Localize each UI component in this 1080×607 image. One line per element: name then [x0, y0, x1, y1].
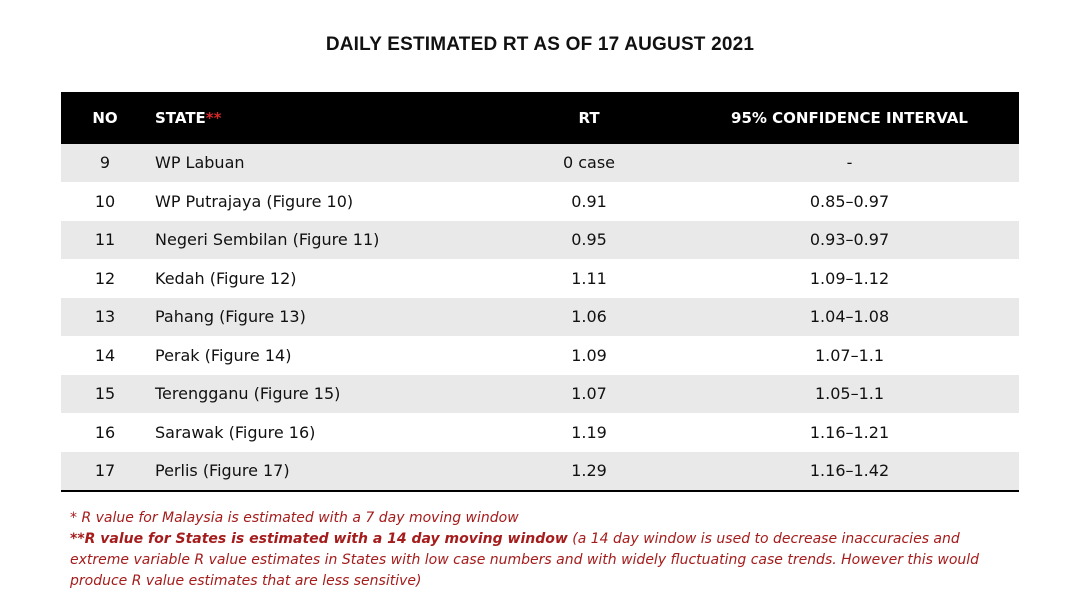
row-rt: 1.11 — [498, 259, 680, 298]
row-ci: 1.16–1.42 — [680, 451, 1019, 492]
table-row: 16 Sarawak (Figure 16) 1.19 1.16–1.21 — [61, 413, 1019, 452]
row-rt: 1.07 — [498, 374, 680, 414]
row-rt: 0 case — [498, 144, 680, 183]
row-no: 13 — [61, 297, 149, 337]
row-spacer — [149, 374, 155, 414]
header-rt: RT — [498, 92, 680, 144]
row-state: Pahang (Figure 13) — [155, 297, 498, 337]
table-row: 13 Pahang (Figure 13) 1.06 1.04–1.08 — [61, 297, 1019, 337]
row-spacer — [149, 182, 155, 221]
page-title: DAILY ESTIMATED RT AS OF 17 AUGUST 2021 — [325, 34, 755, 55]
footnote-states-bold: **R value for States is estimated with a… — [70, 531, 568, 547]
row-state: WP Labuan — [155, 144, 498, 183]
row-rt: 1.06 — [498, 297, 680, 337]
row-no: 15 — [61, 374, 149, 414]
row-spacer — [149, 144, 155, 183]
table-row: 10 WP Putrajaya (Figure 10) 0.91 0.85–0.97 — [61, 182, 1019, 221]
row-no: 14 — [61, 336, 149, 375]
row-ci: 1.09–1.12 — [680, 259, 1019, 298]
table-row: 12 Kedah (Figure 12) 1.11 1.09–1.12 — [61, 259, 1019, 298]
row-no: 10 — [61, 182, 149, 221]
row-no: 12 — [61, 259, 149, 298]
header-spacer — [149, 92, 155, 144]
row-spacer — [149, 220, 155, 260]
row-state: Negeri Sembilan (Figure 11) — [155, 220, 498, 260]
row-state: Kedah (Figure 12) — [155, 259, 498, 298]
row-state: Perak (Figure 14) — [155, 336, 498, 375]
table-row: 17 Perlis (Figure 17) 1.29 1.16–1.42 — [61, 451, 1019, 492]
table-row: 9 WP Labuan 0 case - — [61, 144, 1019, 183]
row-no: 16 — [61, 413, 149, 452]
row-state: WP Putrajaya (Figure 10) — [155, 182, 498, 221]
row-state: Perlis (Figure 17) — [155, 451, 498, 492]
row-rt: 0.95 — [498, 220, 680, 260]
row-spacer — [149, 413, 155, 452]
row-state: Sarawak (Figure 16) — [155, 413, 498, 452]
table-row: 15 Terengganu (Figure 15) 1.07 1.05–1.1 — [61, 374, 1019, 414]
row-ci: 1.04–1.08 — [680, 297, 1019, 337]
row-rt: 1.29 — [498, 451, 680, 492]
row-ci: - — [680, 144, 1019, 183]
table-row: 14 Perak (Figure 14) 1.09 1.07–1.1 — [61, 336, 1019, 375]
row-ci: 0.85–0.97 — [680, 182, 1019, 221]
row-state: Terengganu (Figure 15) — [155, 374, 498, 414]
footnote-states: **R value for States is estimated with a… — [70, 529, 1020, 592]
footnotes: * R value for Malaysia is estimated with… — [70, 508, 1020, 592]
table-row: 11 Negeri Sembilan (Figure 11) 0.95 0.93–0.… — [61, 220, 1019, 260]
row-ci: 1.05–1.1 — [680, 374, 1019, 414]
row-spacer — [149, 297, 155, 337]
header-state-label: STATE — [155, 109, 206, 127]
row-rt: 1.19 — [498, 413, 680, 452]
row-rt: 1.09 — [498, 336, 680, 375]
footnote-malaysia: * R value for Malaysia is estimated with… — [70, 510, 519, 526]
row-ci: 0.93–0.97 — [680, 220, 1019, 260]
row-rt: 0.91 — [498, 182, 680, 221]
row-no: 9 — [61, 144, 149, 183]
row-ci: 1.07–1.1 — [680, 336, 1019, 375]
row-ci: 1.16–1.21 — [680, 413, 1019, 452]
row-spacer — [149, 451, 155, 492]
row-spacer — [149, 336, 155, 375]
footnote-states-detail: (a 14 day window is used to decrease ina… — [70, 531, 980, 589]
header-no: NO — [61, 92, 149, 144]
row-no: 11 — [61, 220, 149, 260]
header-state: STATE** — [155, 92, 498, 144]
header-state-asterisks: ** — [205, 109, 222, 127]
header-ci: 95% CONFIDENCE INTERVAL — [680, 92, 1019, 144]
row-no: 17 — [61, 451, 149, 492]
table-header-row: NO STATE** RT 95% CONFIDENCE INTERVAL — [61, 92, 1019, 144]
row-spacer — [149, 259, 155, 298]
